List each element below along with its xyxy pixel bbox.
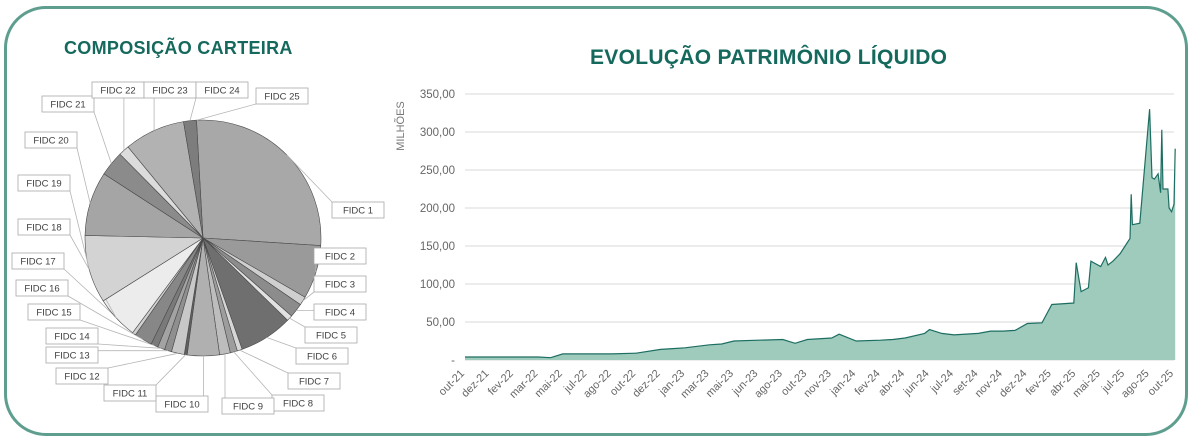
pie-label-text: FIDC 23 (152, 86, 187, 97)
pie-label-text: FIDC 16 (24, 284, 59, 295)
pie-label-text: FIDC 8 (283, 399, 313, 410)
x-tick-label: nov-23 (802, 368, 834, 400)
pie-label: FIDC 18 (17, 218, 71, 236)
y-tick-label: 250,00 (420, 165, 455, 177)
y-tick-label: 50,00 (426, 317, 455, 329)
x-tick-label: dez-24 (997, 368, 1029, 400)
y-tick-label: - (451, 355, 455, 367)
pie-label: FIDC 19 (17, 174, 71, 192)
pie-leader-line (76, 147, 91, 204)
y-tick-label: 100,00 (420, 279, 455, 291)
pie-chart: FIDC 1 FIDC 2 FIDC 3 FIDC 4 FIDC 5 FIDC 6 FIDC… (11, 81, 385, 415)
pie-label-text: FIDC 18 (26, 223, 61, 234)
area-fill (465, 109, 1176, 360)
pie-label-text: FIDC 7 (299, 377, 329, 388)
pie-chart-title: COMPOSIÇÃO CARTEIRA (64, 38, 293, 58)
x-tick-label: ago-23 (752, 368, 785, 401)
pie-leader-line (155, 354, 186, 386)
pie-label-text: FIDC 15 (36, 308, 71, 319)
pie-leader-line (97, 343, 162, 349)
pie-label-text: FIDC 25 (264, 92, 299, 103)
pie-leader-line (93, 111, 112, 164)
pie-label-text: FIDC 17 (20, 257, 55, 268)
pie-leader-line (266, 337, 297, 349)
pie-label-text: FIDC 2 (325, 252, 355, 263)
area-chart-title: EVOLUÇÃO PATRIMÔNIO LÍQUIDO (590, 46, 948, 69)
pie-label-text: FIDC 5 (316, 331, 346, 342)
y-axis-label: MILHÕES (394, 101, 407, 151)
pie-label: FIDC 6 (295, 347, 349, 365)
pie-label-text: FIDC 20 (33, 136, 68, 147)
pie-label: FIDC 2 (313, 247, 367, 265)
pie-label: FIDC 15 (27, 303, 81, 321)
pie-label: FIDC 3 (313, 275, 367, 293)
pie-label-text: FIDC 3 (325, 280, 355, 291)
pie-label: FIDC 17 (11, 252, 65, 270)
x-tick-label: ago-22 (581, 368, 614, 401)
pie-leader-line (67, 295, 144, 341)
pie-leader-line (107, 352, 178, 369)
x-tick-label: jan-24 (827, 368, 858, 399)
x-tick-label: ago-25 (1119, 368, 1152, 401)
pie-label-text: FIDC 12 (64, 372, 99, 383)
pie-label-text: FIDC 1 (343, 206, 373, 217)
pie-leader-line (79, 319, 155, 346)
y-tick-label: 350,00 (420, 89, 455, 101)
pie-label: FIDC 16 (15, 279, 69, 297)
pie-label: FIDC 1 (331, 201, 385, 219)
pie-leader-line (302, 291, 315, 302)
pie-leader-line (189, 97, 197, 121)
pie-label-text: FIDC 21 (50, 100, 85, 111)
y-tick-label: 150,00 (420, 241, 455, 253)
x-tick-label: dez-21 (459, 368, 491, 400)
pie-label-text: FIDC 4 (325, 308, 355, 319)
pie-slice (183, 119, 204, 239)
x-tick-label: dez-22 (630, 368, 662, 400)
x-tick-label: mai-22 (533, 368, 565, 400)
chart-panel-border (4, 6, 1188, 436)
pie-label: FIDC 11 (103, 384, 157, 402)
pie-label: FIDC 5 (304, 326, 358, 344)
pie-label: FIDC 10 (155, 395, 209, 413)
pie-label-text: FIDC 13 (54, 351, 89, 362)
pie-leader-line (233, 351, 273, 396)
pie-label-text: FIDC 22 (100, 86, 135, 97)
pie-label-text: FIDC 9 (233, 402, 263, 413)
pie-label: FIDC 24 (195, 81, 249, 99)
pie-leader-line (69, 190, 90, 270)
pie-label: FIDC 14 (45, 327, 99, 345)
pie-label-text: FIDC 19 (26, 179, 61, 190)
pie-label-text: FIDC 11 (113, 389, 148, 400)
pie-label-text: FIDC 10 (164, 400, 199, 411)
pie-label-text: FIDC 6 (307, 352, 337, 363)
pie-label: FIDC 13 (45, 346, 99, 364)
pie-leader-line (239, 349, 289, 374)
x-tick-label: out-25 (1146, 368, 1177, 399)
y-tick-label: 200,00 (420, 203, 455, 215)
pie-leader-line (196, 103, 257, 121)
y-tick-label: 300,00 (420, 127, 455, 139)
pie-leader-line (286, 154, 333, 203)
pie-label-text: FIDC 14 (54, 332, 89, 343)
pie-label-text: FIDC 24 (204, 86, 239, 97)
pie-label: FIDC 7 (287, 372, 341, 390)
pie-label: FIDC 20 (24, 131, 78, 149)
x-tick-label: mai-25 (1071, 368, 1103, 400)
x-tick-label: mai-23 (704, 368, 736, 400)
pie-label: FIDC 21 (41, 95, 95, 113)
pie-label: FIDC 4 (313, 303, 367, 321)
pie-label: FIDC 9 (221, 397, 275, 415)
x-tick-label: jun-24 (901, 368, 932, 399)
pie-label: FIDC 12 (55, 367, 109, 385)
pie-leader-line (289, 317, 306, 328)
pie-label: FIDC 25 (255, 87, 309, 105)
x-tick-label: abr-24 (876, 368, 907, 399)
area-line (465, 109, 1176, 359)
